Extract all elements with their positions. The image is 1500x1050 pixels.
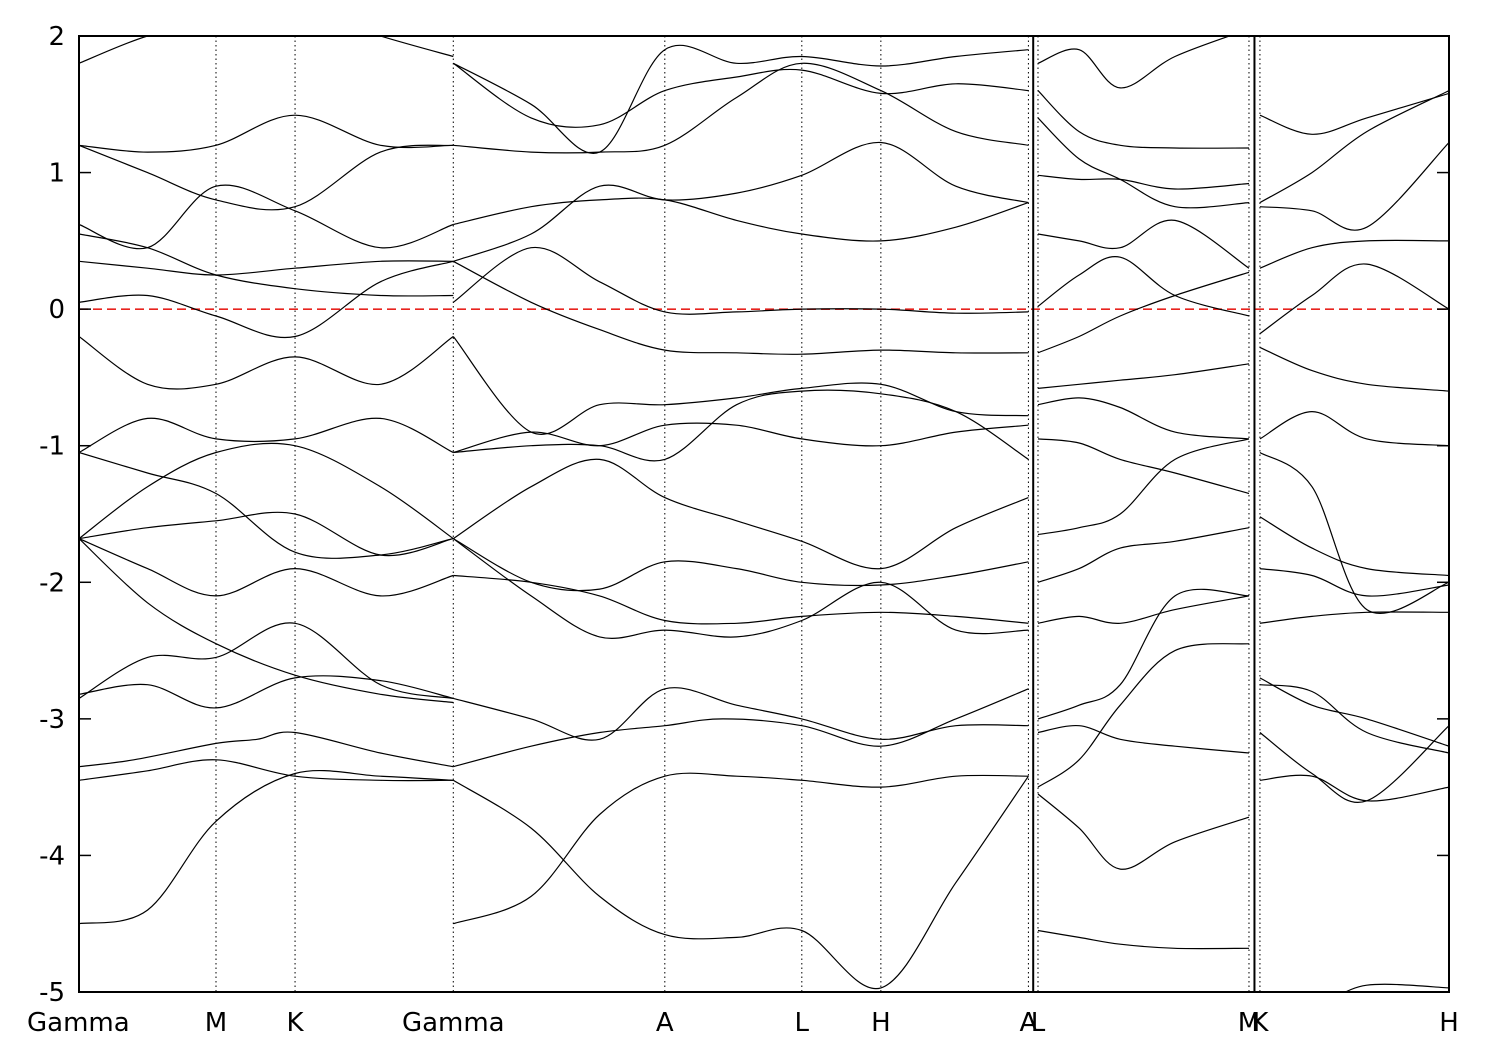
band-line-50 [1037, 219, 1250, 269]
band-line-4 [79, 675, 454, 709]
band-line-56 [1259, 725, 1449, 803]
band-line-20 [453, 772, 1029, 925]
band-line-16 [79, 114, 454, 153]
band-line-46 [1037, 397, 1250, 440]
x-tick-label: M [1238, 1008, 1260, 1038]
band-line-48 [1037, 271, 1250, 354]
band-line-12 [79, 260, 454, 339]
band-line-64 [1259, 346, 1449, 392]
plot-frame [78, 35, 1450, 993]
band-line-53 [1037, 90, 1250, 149]
band-line-18 [79, 36, 454, 64]
band-line-19 [452, 775, 1029, 990]
band-line-42 [1037, 595, 1250, 624]
y-tick-label: 0 [48, 295, 65, 325]
band-line-35 [452, 62, 1029, 128]
band-line-7 [79, 538, 454, 597]
band-line-32 [453, 197, 1029, 242]
band-line-5 [79, 538, 454, 704]
x-tick-label: L [795, 1008, 810, 1038]
band-line-8 [79, 442, 454, 540]
band-line-25 [452, 458, 1029, 570]
band-line-45 [1037, 438, 1250, 495]
band-line-61 [1259, 516, 1449, 577]
band-line-39 [1037, 643, 1250, 788]
band-line-9 [79, 451, 454, 559]
band-line-14 [79, 233, 454, 297]
band-line-2 [79, 731, 454, 768]
x-tick-label: H [1439, 1008, 1459, 1038]
x-tick-label: A [1020, 1008, 1038, 1038]
band-line-23 [453, 574, 1029, 625]
band-line-57 [1259, 684, 1449, 754]
band-line-43 [1037, 527, 1250, 583]
y-tick-label: -3 [39, 705, 65, 735]
band-line-70 [1259, 983, 1449, 992]
x-tick-label: A [656, 1008, 674, 1038]
band-line-65 [1259, 263, 1449, 335]
x-tick-label: K [1251, 1008, 1269, 1038]
band-line-52 [1037, 117, 1250, 209]
band-line-62 [1259, 451, 1449, 614]
y-tick-label: -5 [39, 978, 65, 1008]
y-tick-label: 1 [48, 159, 65, 189]
band-line-37 [1037, 929, 1250, 950]
band-line-29 [452, 336, 1029, 435]
band-line-40 [1037, 725, 1250, 754]
band-line-31 [452, 246, 1029, 315]
band-line-68 [1259, 90, 1449, 204]
band-line-21 [453, 688, 1029, 768]
band-line-63 [1259, 410, 1449, 447]
band-line-30 [453, 260, 1029, 355]
band-line-13 [79, 260, 454, 276]
band-line-44 [1037, 438, 1250, 536]
x-tick-label: L [1031, 1008, 1046, 1038]
y-tick-label: -1 [39, 432, 65, 462]
plot-background [79, 36, 1449, 992]
band-line-28 [453, 389, 1029, 462]
band-line-3 [79, 622, 454, 699]
band-line-15 [79, 144, 454, 211]
band-line-60 [1259, 568, 1449, 597]
band-line-66 [1259, 239, 1449, 269]
band-line-11 [79, 335, 454, 390]
band-line-27 [453, 422, 1029, 454]
x-tick-label: M [205, 1008, 227, 1038]
x-tick-label: Gamma [402, 1008, 505, 1038]
band-line-0 [79, 769, 454, 925]
band-line-24 [452, 538, 1029, 639]
band-line-59 [1259, 611, 1449, 624]
band-line-69 [1259, 92, 1449, 135]
y-tick-label: -4 [39, 841, 65, 871]
x-tick-label: Gamma [27, 1008, 130, 1038]
x-tick-label: H [871, 1008, 891, 1038]
band-line-54 [1037, 36, 1232, 89]
y-tick-label: 2 [48, 22, 65, 52]
band-line-67 [1259, 142, 1449, 231]
band-line-55 [1259, 774, 1449, 802]
y-tick-label: -2 [39, 568, 65, 598]
band-line-47 [1037, 363, 1250, 389]
band-line-41 [1037, 588, 1250, 720]
band-line-36 [453, 44, 1029, 154]
band-line-58 [1259, 677, 1449, 747]
band-line-49 [1037, 256, 1250, 317]
band-line-26 [453, 538, 1029, 592]
band-line-22 [453, 687, 1029, 741]
x-tick-label: K [287, 1008, 305, 1038]
band-line-34 [453, 62, 1029, 154]
band-line-17 [79, 184, 454, 250]
band-line-10 [79, 417, 454, 454]
band-line-1 [79, 759, 454, 782]
band-line-38 [1037, 793, 1250, 870]
band-line-6 [79, 511, 454, 557]
band-line-33 [453, 141, 1029, 262]
